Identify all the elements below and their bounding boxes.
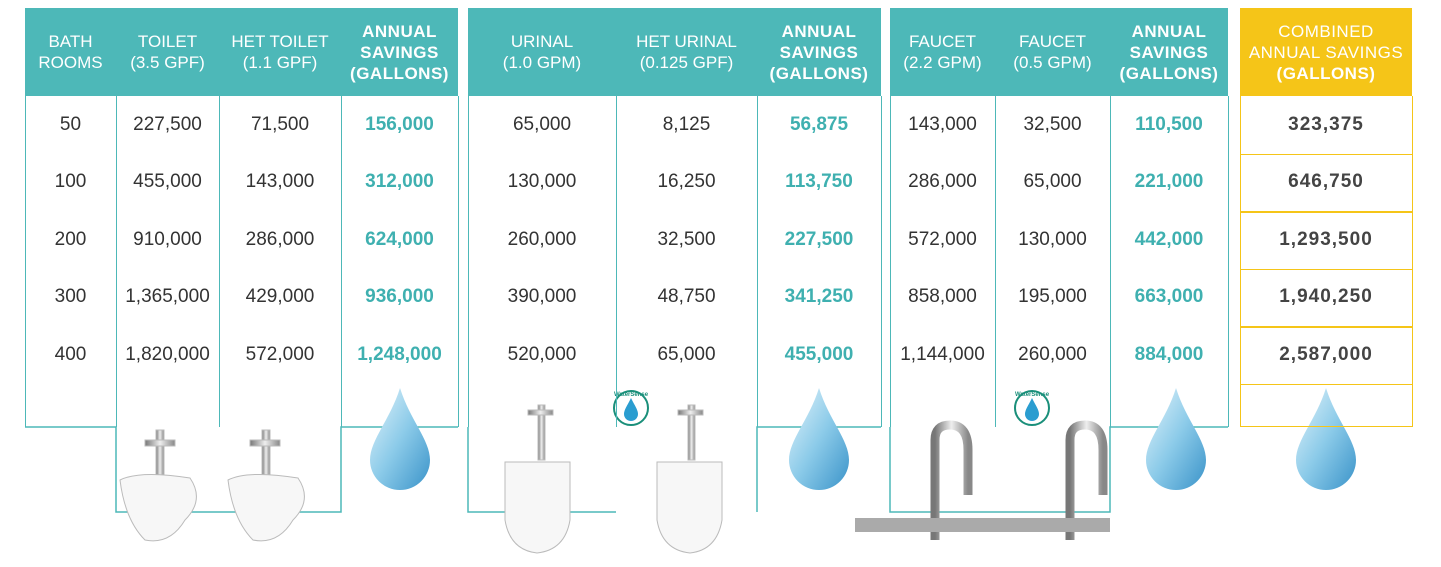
- cell: 32,500: [616, 211, 757, 268]
- faucets: [855, 425, 1110, 540]
- header-line: ANNUAL: [782, 21, 857, 42]
- cell: 50: [25, 96, 116, 153]
- header-line: SAVINGS: [1130, 42, 1209, 63]
- cell: 2,587,000: [1240, 326, 1412, 383]
- header-line: (GALLONS): [1120, 63, 1219, 84]
- cell: 312,000: [341, 154, 458, 211]
- cell: 8,125: [616, 96, 757, 153]
- cell: 572,000: [219, 326, 341, 383]
- cell: 16,250: [616, 154, 757, 211]
- column-header: FAUCET(2.2 GPM): [890, 8, 995, 96]
- header-line: (GALLONS): [770, 63, 869, 84]
- column-header: FAUCET(0.5 GPM): [995, 8, 1110, 96]
- cell: 624,000: [341, 211, 458, 268]
- header-line: TOILET: [138, 31, 197, 52]
- cell: 390,000: [468, 269, 616, 326]
- column-header: URINAL(1.0 GPM): [468, 8, 616, 96]
- cell: 65,000: [468, 96, 616, 153]
- header-line: (1.0 GPM): [503, 52, 581, 73]
- cell: 227,500: [116, 96, 219, 153]
- cell: 1,293,500: [1240, 211, 1412, 268]
- header-line: (GALLONS): [350, 63, 449, 84]
- header-line: (3.5 GPF): [130, 52, 205, 73]
- header-line: ANNUAL SAVINGS: [1249, 42, 1403, 63]
- column-header: HET URINAL(0.125 GPF): [616, 8, 757, 96]
- cell: 1,940,250: [1240, 269, 1412, 326]
- cell: 1,144,000: [890, 326, 995, 383]
- header-line: FAUCET: [909, 31, 976, 52]
- cell: 56,875: [757, 96, 881, 153]
- cell: 646,750: [1240, 154, 1412, 211]
- header-line: FAUCET: [1019, 31, 1086, 52]
- header-line: HET URINAL: [636, 31, 737, 52]
- row-divider: [1240, 384, 1412, 386]
- cell: 32,500: [995, 96, 1110, 153]
- urinals: [505, 405, 722, 553]
- cell: 113,750: [757, 154, 881, 211]
- cell: 400: [25, 326, 116, 383]
- header-line: (GALLONS): [1277, 63, 1376, 84]
- frame-lines: [25, 427, 1228, 512]
- cell: 48,750: [616, 269, 757, 326]
- header-line: ANNUAL: [362, 21, 437, 42]
- cell: 200: [25, 211, 116, 268]
- column-header: TOILET(3.5 GPF): [116, 8, 219, 96]
- cell: 221,000: [1110, 154, 1228, 211]
- cell: 572,000: [890, 211, 995, 268]
- cell: 300: [25, 269, 116, 326]
- cell: 323,375: [1240, 96, 1412, 153]
- header-line: SAVINGS: [780, 42, 859, 63]
- header-line: ROOMS: [38, 52, 102, 73]
- header-line: BATH: [48, 31, 92, 52]
- cell: 260,000: [468, 211, 616, 268]
- cell: 1,820,000: [116, 326, 219, 383]
- cell: 858,000: [890, 269, 995, 326]
- cell: 100: [25, 154, 116, 211]
- header-line: COMBINED: [1278, 21, 1374, 42]
- header-line: URINAL: [511, 31, 573, 52]
- header-line: (1.1 GPF): [243, 52, 318, 73]
- cell: 663,000: [1110, 269, 1228, 326]
- cell: 884,000: [1110, 326, 1228, 383]
- header-line: (0.5 GPM): [1013, 52, 1091, 73]
- cell: 1,248,000: [341, 326, 458, 383]
- cell: 286,000: [890, 154, 995, 211]
- column-header: HET TOILET(1.1 GPF): [219, 8, 341, 96]
- cell: 341,250: [757, 269, 881, 326]
- page: WaterSense WaterSense BATHROOMSTOILET(3.…: [0, 0, 1441, 567]
- header-line: (2.2 GPM): [903, 52, 981, 73]
- cell: 130,000: [468, 154, 616, 211]
- cell: 455,000: [757, 326, 881, 383]
- cell: 227,500: [757, 211, 881, 268]
- header-line: ANNUAL: [1132, 21, 1207, 42]
- cell: 195,000: [995, 269, 1110, 326]
- cell: 156,000: [341, 96, 458, 153]
- cell: 260,000: [995, 326, 1110, 383]
- cell: 442,000: [1110, 211, 1228, 268]
- cell: 110,500: [1110, 96, 1228, 153]
- header-line: HET TOILET: [231, 31, 328, 52]
- header-line: SAVINGS: [360, 42, 439, 63]
- cell: 455,000: [116, 154, 219, 211]
- cell: 143,000: [890, 96, 995, 153]
- cell: 65,000: [616, 326, 757, 383]
- cell: 910,000: [116, 211, 219, 268]
- toilets: [120, 430, 304, 541]
- cell: 286,000: [219, 211, 341, 268]
- cell: 429,000: [219, 269, 341, 326]
- cell: 143,000: [219, 154, 341, 211]
- cell: 1,365,000: [116, 269, 219, 326]
- cell: 71,500: [219, 96, 341, 153]
- cell: 130,000: [995, 211, 1110, 268]
- cell: 520,000: [468, 326, 616, 383]
- header-line: (0.125 GPF): [640, 52, 734, 73]
- cell: 65,000: [995, 154, 1110, 211]
- cell: 936,000: [341, 269, 458, 326]
